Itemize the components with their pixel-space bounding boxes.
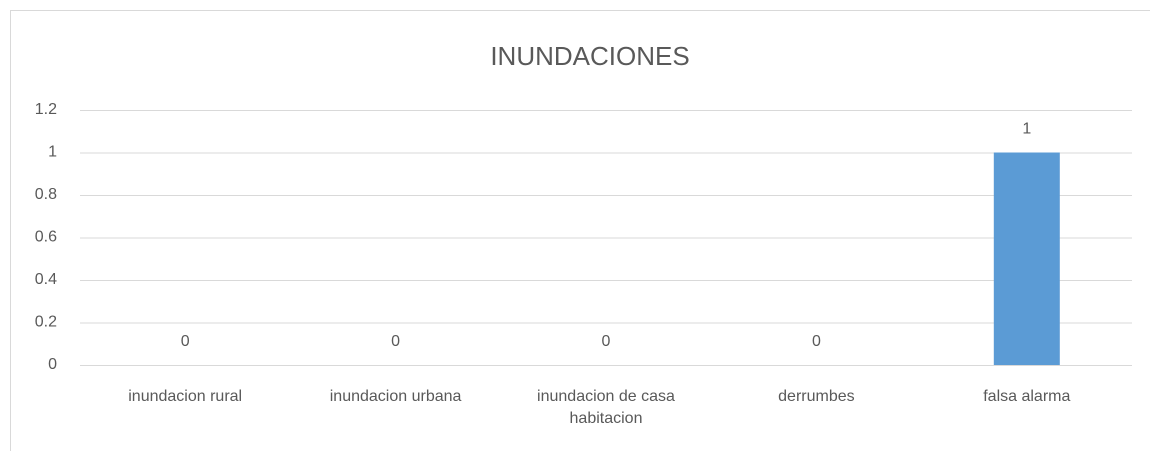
data-label: 1 [1022,121,1031,138]
data-label: 0 [391,333,400,350]
y-tick-label: 0.8 [35,186,57,203]
data-label: 0 [812,333,821,350]
x-tick-label: derrumbes [778,388,855,405]
data-label: 0 [181,333,190,350]
y-tick-label: 0.2 [35,314,57,331]
y-tick-label: 0.6 [35,229,57,246]
chart-title: INUNDACIONES [490,41,689,71]
x-tick-label: inundacion de casa habitacion [537,388,675,427]
chart-frame [10,10,1150,451]
y-tick-label: 1 [48,144,57,161]
y-tick-label: 1.2 [35,101,57,118]
data-label: 0 [602,333,611,350]
y-tick-label: 0.4 [35,271,57,288]
x-tick-label: inundacion rural [128,388,243,405]
y-tick-label: 0 [48,356,57,373]
x-tick-label: inundacion urbana [329,388,462,405]
x-tick-label: falsa alarma [983,388,1071,405]
bar [993,152,1060,365]
